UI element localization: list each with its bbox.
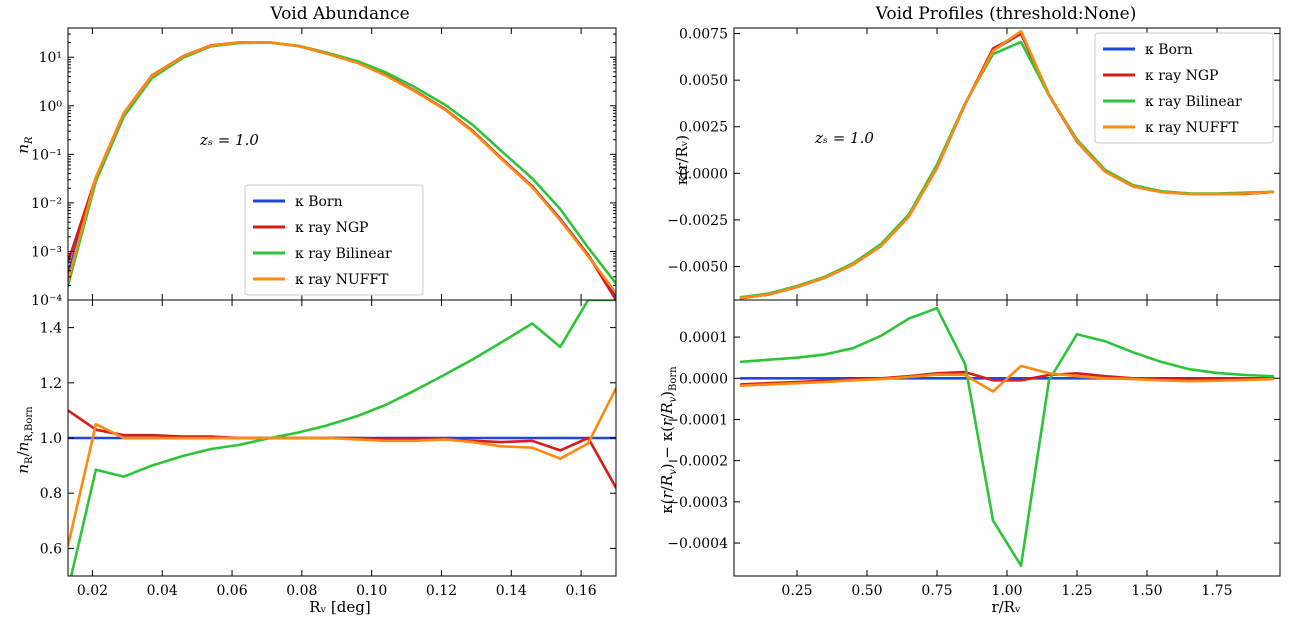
legend-label-bilinear: κ ray Bilinear xyxy=(1145,94,1242,110)
profile_difference-series-nufft xyxy=(739,364,1275,393)
abundance_ratio-xtick-label: 0.12 xyxy=(426,583,457,599)
abundance-ylabel: nR xyxy=(14,136,35,154)
profile_difference-xtick-label: 1.75 xyxy=(1201,583,1232,599)
abundance_ratio-ytick-label: 0.8 xyxy=(40,486,62,502)
profile_difference-frame xyxy=(733,299,1281,577)
profiles-ytick-label: −0.0050 xyxy=(667,259,728,275)
abundance-ytick-label: 10⁻⁴ xyxy=(31,293,62,309)
profile_difference-xtick-label: 0.75 xyxy=(921,583,952,599)
profiles-ylabel: κ(r/Rᵥ) xyxy=(673,135,691,185)
abundance-ytick-label: 10⁰ xyxy=(39,99,63,115)
abundance-ytick-label: 10⁻² xyxy=(31,196,62,212)
profiles-ytick-label: 0.0050 xyxy=(679,73,728,89)
profiles-ytick-label: 0.0000 xyxy=(679,166,728,182)
profiles-panel: −0.0050 −0.0025 0.0000 0.0025 0.0050 0.0075 xyxy=(667,27,1281,301)
profiles-ytick-label: 0.0075 xyxy=(679,27,728,43)
profile_difference-xtick-label: 0.25 xyxy=(781,583,812,599)
abundance_ratio-xtick-label: 0.14 xyxy=(496,583,527,599)
abundance_ratio-series-nufft xyxy=(68,386,616,547)
abundance_ratio-ytick-label: 0.6 xyxy=(40,541,62,557)
profile_difference-series-bilinear xyxy=(739,306,1275,568)
profile_difference-xtick-label: 1.50 xyxy=(1131,583,1162,599)
abundance-redshift-annotation: zₛ = 1.0 xyxy=(199,131,259,149)
legend-label-ngp: κ ray NGP xyxy=(1145,68,1218,84)
profile_difference-xtick-label: 0.50 xyxy=(851,583,882,599)
abundance-ytick-label: 10⁻³ xyxy=(31,244,62,260)
legend-label-born: κ Born xyxy=(295,194,343,210)
abundance_ratio-xtick-label: 0.06 xyxy=(216,583,247,599)
profile_difference-xtick-label: 1.25 xyxy=(1061,583,1092,599)
profiles-legend: κ Born κ ray NGP κ ray Bilinear κ ray NUFFT xyxy=(1094,32,1274,144)
profile_difference-ytick-label: 0.0000 xyxy=(679,371,728,387)
profile_difference-xtick-label: 1.00 xyxy=(991,583,1022,599)
abundance_ratio-ytick-label: 1.2 xyxy=(40,376,62,392)
abundance_ratio-series-bilinear xyxy=(69,300,616,576)
profiles-title: Void Profiles (threshold:None) xyxy=(875,4,1137,24)
profile_difference-ytick-label: −0.0003 xyxy=(667,495,728,511)
abundance_ratio-xtick-label: 0.04 xyxy=(147,583,178,599)
abundance-ratio-ylabel: nR/nR,Born xyxy=(14,406,35,474)
profile_difference-ytick-label: −0.0004 xyxy=(667,536,728,552)
legend-label-ngp: κ ray NGP xyxy=(295,220,368,236)
legend-label-nufft: κ ray NUFFT xyxy=(295,272,389,288)
profiles-series-nufft xyxy=(739,29,1275,300)
profile_difference-ytick-label: −0.0001 xyxy=(667,412,728,428)
abundance-ytick-label: 10¹ xyxy=(39,50,62,66)
abundance_ratio-ytick-label: 1.0 xyxy=(40,431,62,447)
abundance_ratio-xtick-label: 0.02 xyxy=(77,583,108,599)
abundance-title: Void Abundance xyxy=(269,4,409,24)
legend-label-born: κ Born xyxy=(1145,42,1193,58)
profiles-ytick-label: −0.0025 xyxy=(667,213,728,229)
abundance-legend: κ Born κ ray NGP κ ray Bilinear κ ray NUFFT xyxy=(244,184,424,296)
profile_difference-ytick-label: −0.0002 xyxy=(667,454,728,470)
abundance-xlabel: Rᵥ [deg] xyxy=(309,598,370,616)
abundance-series-nufft xyxy=(68,41,616,295)
profile-difference-ylabel: κ(r/Rv) − κ(r/Rv)Born xyxy=(658,366,679,514)
profile-difference-panel: −0.0004 −0.0003 −0.0002 −0.0001 0.0000 0.0001… xyxy=(667,299,1281,599)
abundance-ratio-panel: 0.6 0.8 1.0 1.2 1.4 0.02 0.04 0.06 0.08 0.10 0.12 0… xyxy=(40,299,617,599)
abundance_ratio-ytick-label: 1.4 xyxy=(40,321,62,337)
profile-difference-xlabel: r/Rᵥ xyxy=(991,598,1021,616)
abundance_ratio-xtick-label: 0.16 xyxy=(566,583,597,599)
abundance_ratio-xtick-label: 0.10 xyxy=(356,583,387,599)
legend-label-nufft: κ ray NUFFT xyxy=(1145,120,1239,136)
profile_difference-ytick-label: 0.0001 xyxy=(679,330,728,346)
abundance-ytick-label: 10⁻¹ xyxy=(31,147,62,163)
profiles-ytick-label: 0.0025 xyxy=(679,120,728,136)
legend-label-bilinear: κ ray Bilinear xyxy=(295,246,392,262)
profiles-redshift-annotation: zₛ = 1.0 xyxy=(814,129,874,147)
abundance_ratio-xtick-label: 0.08 xyxy=(286,583,317,599)
